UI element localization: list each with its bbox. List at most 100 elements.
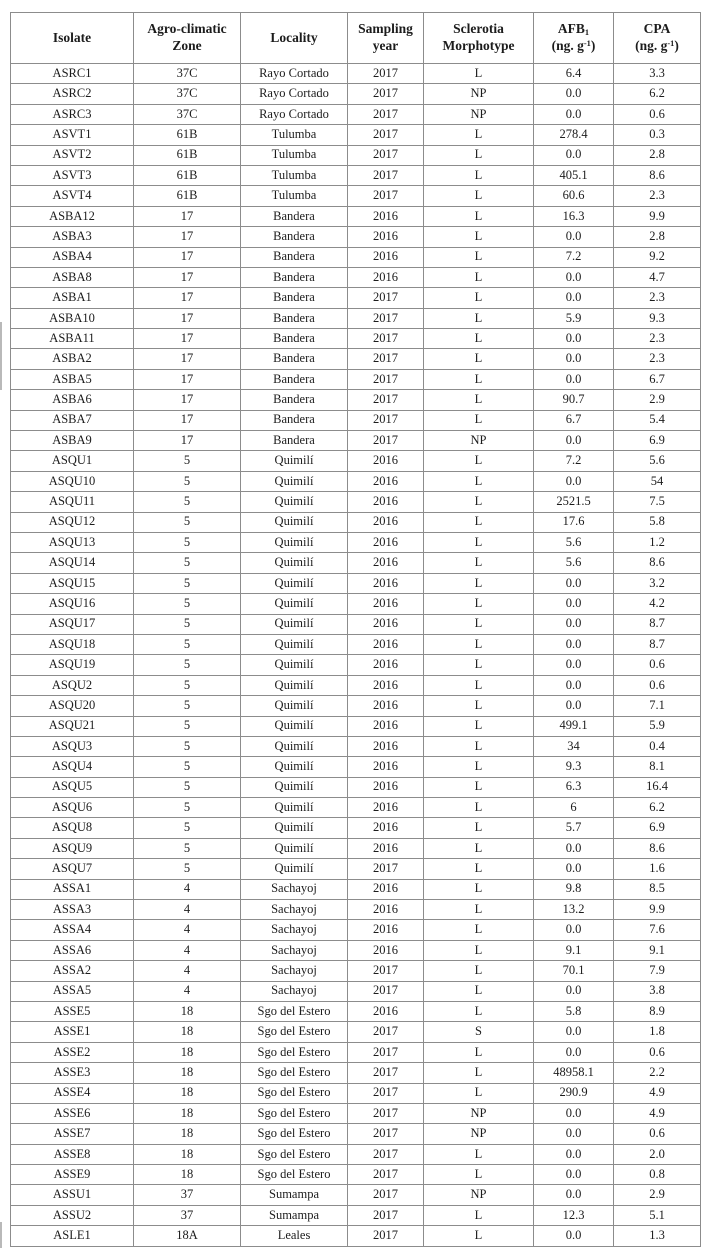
cell-cpa: 0.6 bbox=[613, 1123, 701, 1145]
cell-zone: 5 bbox=[133, 511, 241, 533]
table-row: ASSA5 4 Sachayoj 2017 L 0.0 3.8 bbox=[10, 980, 701, 1002]
table-row: ASQU6 5 Quimilí 2016 L 6 6.2 bbox=[10, 797, 701, 819]
cell-cpa: 7.5 bbox=[613, 491, 701, 513]
cell-isolate: ASSA3 bbox=[10, 899, 134, 921]
cell-year: 2016 bbox=[347, 470, 424, 493]
cell-morphotype: L bbox=[423, 531, 534, 554]
cell-cpa: 6.2 bbox=[613, 797, 701, 819]
cell-zone: 18 bbox=[133, 1000, 241, 1023]
cell-cpa: 4.7 bbox=[613, 266, 701, 289]
cell-isolate: ASSE3 bbox=[10, 1062, 134, 1084]
table-row: ASBA11 17 Bandera 2017 L 0.0 2.3 bbox=[10, 328, 701, 350]
cell-morphotype: L bbox=[423, 797, 534, 819]
cell-locality: Quimilí bbox=[240, 450, 348, 472]
header-label: AFB bbox=[557, 21, 585, 37]
cell-year: 2017 bbox=[347, 307, 424, 330]
cell-isolate: ASBA10 bbox=[10, 307, 134, 330]
cell-afb1: 6 bbox=[533, 797, 614, 819]
cell-cpa: 8.9 bbox=[613, 1000, 701, 1023]
table-row: ASQU18 5 Quimilí 2016 L 0.0 8.7 bbox=[10, 633, 701, 656]
cell-afb1: 5.7 bbox=[533, 817, 614, 839]
cell-afb1: 499.1 bbox=[533, 715, 614, 737]
cell-morphotype: L bbox=[423, 1143, 534, 1166]
cell-year: 2017 bbox=[347, 1082, 424, 1104]
cell-afb1: 0.0 bbox=[533, 593, 614, 615]
cell-cpa: 8.6 bbox=[613, 164, 701, 187]
table-row: ASQU9 5 Quimilí 2016 L 0.0 8.6 bbox=[10, 837, 701, 860]
cell-cpa: 8.6 bbox=[613, 837, 701, 860]
cell-isolate: ASBA5 bbox=[10, 368, 134, 391]
cell-afb1: 2521.5 bbox=[533, 491, 614, 513]
cell-year: 2016 bbox=[347, 899, 424, 921]
cell-zone: 4 bbox=[133, 878, 241, 901]
cell-morphotype: L bbox=[423, 144, 534, 166]
cell-afb1: 6.4 bbox=[533, 62, 614, 85]
cell-zone: 37C bbox=[133, 83, 241, 105]
cell-year: 2016 bbox=[347, 593, 424, 615]
cell-zone: 5 bbox=[133, 735, 241, 758]
cell-zone: 18A bbox=[133, 1225, 241, 1247]
cell-isolate: ASQU9 bbox=[10, 837, 134, 860]
cell-year: 2016 bbox=[347, 613, 424, 635]
cell-locality: Quimilí bbox=[240, 491, 348, 513]
isolates-table: Isolate Agro-climatic Zone Locality Samp… bbox=[10, 12, 701, 1247]
cell-locality: Rayo Cortado bbox=[240, 83, 348, 105]
cell-morphotype: L bbox=[423, 715, 534, 737]
cell-isolate: ASSA4 bbox=[10, 919, 134, 941]
cell-year: 2017 bbox=[347, 144, 424, 166]
cell-isolate: ASSE9 bbox=[10, 1164, 134, 1186]
cell-year: 2016 bbox=[347, 695, 424, 717]
cell-afb1: 17.6 bbox=[533, 511, 614, 533]
cell-locality: Bandera bbox=[240, 287, 348, 309]
cell-cpa: 7.9 bbox=[613, 960, 701, 982]
cell-afb1: 0.0 bbox=[533, 613, 614, 635]
cell-cpa: 2.8 bbox=[613, 226, 701, 248]
column-header-cpa: CPA (ng. g-1) bbox=[613, 12, 701, 64]
cell-morphotype: NP bbox=[423, 430, 534, 452]
cell-locality: Tulumba bbox=[240, 185, 348, 207]
cell-afb1: 5.6 bbox=[533, 531, 614, 554]
cell-zone: 17 bbox=[133, 389, 241, 411]
cell-year: 2017 bbox=[347, 1143, 424, 1166]
cell-zone: 4 bbox=[133, 899, 241, 921]
cell-locality: Quimilí bbox=[240, 613, 348, 635]
cell-isolate: ASQU6 bbox=[10, 797, 134, 819]
cell-cpa: 3.8 bbox=[613, 980, 701, 1002]
cell-zone: 5 bbox=[133, 633, 241, 656]
cell-isolate: ASSE4 bbox=[10, 1082, 134, 1104]
cell-year: 2017 bbox=[347, 83, 424, 105]
cell-morphotype: L bbox=[423, 450, 534, 472]
cell-isolate: ASQU1 bbox=[10, 450, 134, 472]
cell-locality: Sgo del Estero bbox=[240, 1062, 348, 1084]
cell-isolate: ASSE7 bbox=[10, 1123, 134, 1145]
cell-morphotype: L bbox=[423, 205, 534, 228]
cell-isolate: ASBA2 bbox=[10, 348, 134, 370]
cell-isolate: ASLE1 bbox=[10, 1225, 134, 1247]
cell-cpa: 6.7 bbox=[613, 368, 701, 391]
header-label: Sampling bbox=[358, 21, 413, 37]
cell-zone: 37C bbox=[133, 62, 241, 85]
cell-morphotype: L bbox=[423, 348, 534, 370]
cell-afb1: 0.0 bbox=[533, 1102, 614, 1125]
cell-afb1: 290.9 bbox=[533, 1082, 614, 1104]
cell-morphotype: L bbox=[423, 287, 534, 309]
cell-isolate: ASBA12 bbox=[10, 205, 134, 228]
cell-year: 2016 bbox=[347, 939, 424, 962]
cell-afb1: 70.1 bbox=[533, 960, 614, 982]
cell-locality: Bandera bbox=[240, 348, 348, 370]
table-row: ASQU20 5 Quimilí 2016 L 0.0 7.1 bbox=[10, 695, 701, 717]
scan-edge-artifact bbox=[0, 1222, 2, 1248]
cell-zone: 17 bbox=[133, 307, 241, 330]
cell-isolate: ASSE5 bbox=[10, 1000, 134, 1023]
cell-cpa: 2.3 bbox=[613, 348, 701, 370]
cell-morphotype: L bbox=[423, 593, 534, 615]
cell-cpa: 7.1 bbox=[613, 695, 701, 717]
cell-isolate: ASSE6 bbox=[10, 1102, 134, 1125]
header-label: Zone bbox=[172, 38, 202, 53]
cell-afb1: 16.3 bbox=[533, 205, 614, 228]
table-row: ASSE7 18 Sgo del Estero 2017 NP 0.0 0.6 bbox=[10, 1123, 701, 1145]
cell-morphotype: L bbox=[423, 613, 534, 635]
cell-zone: 61B bbox=[133, 124, 241, 146]
cell-year: 2017 bbox=[347, 1102, 424, 1125]
cell-locality: Quimilí bbox=[240, 511, 348, 533]
